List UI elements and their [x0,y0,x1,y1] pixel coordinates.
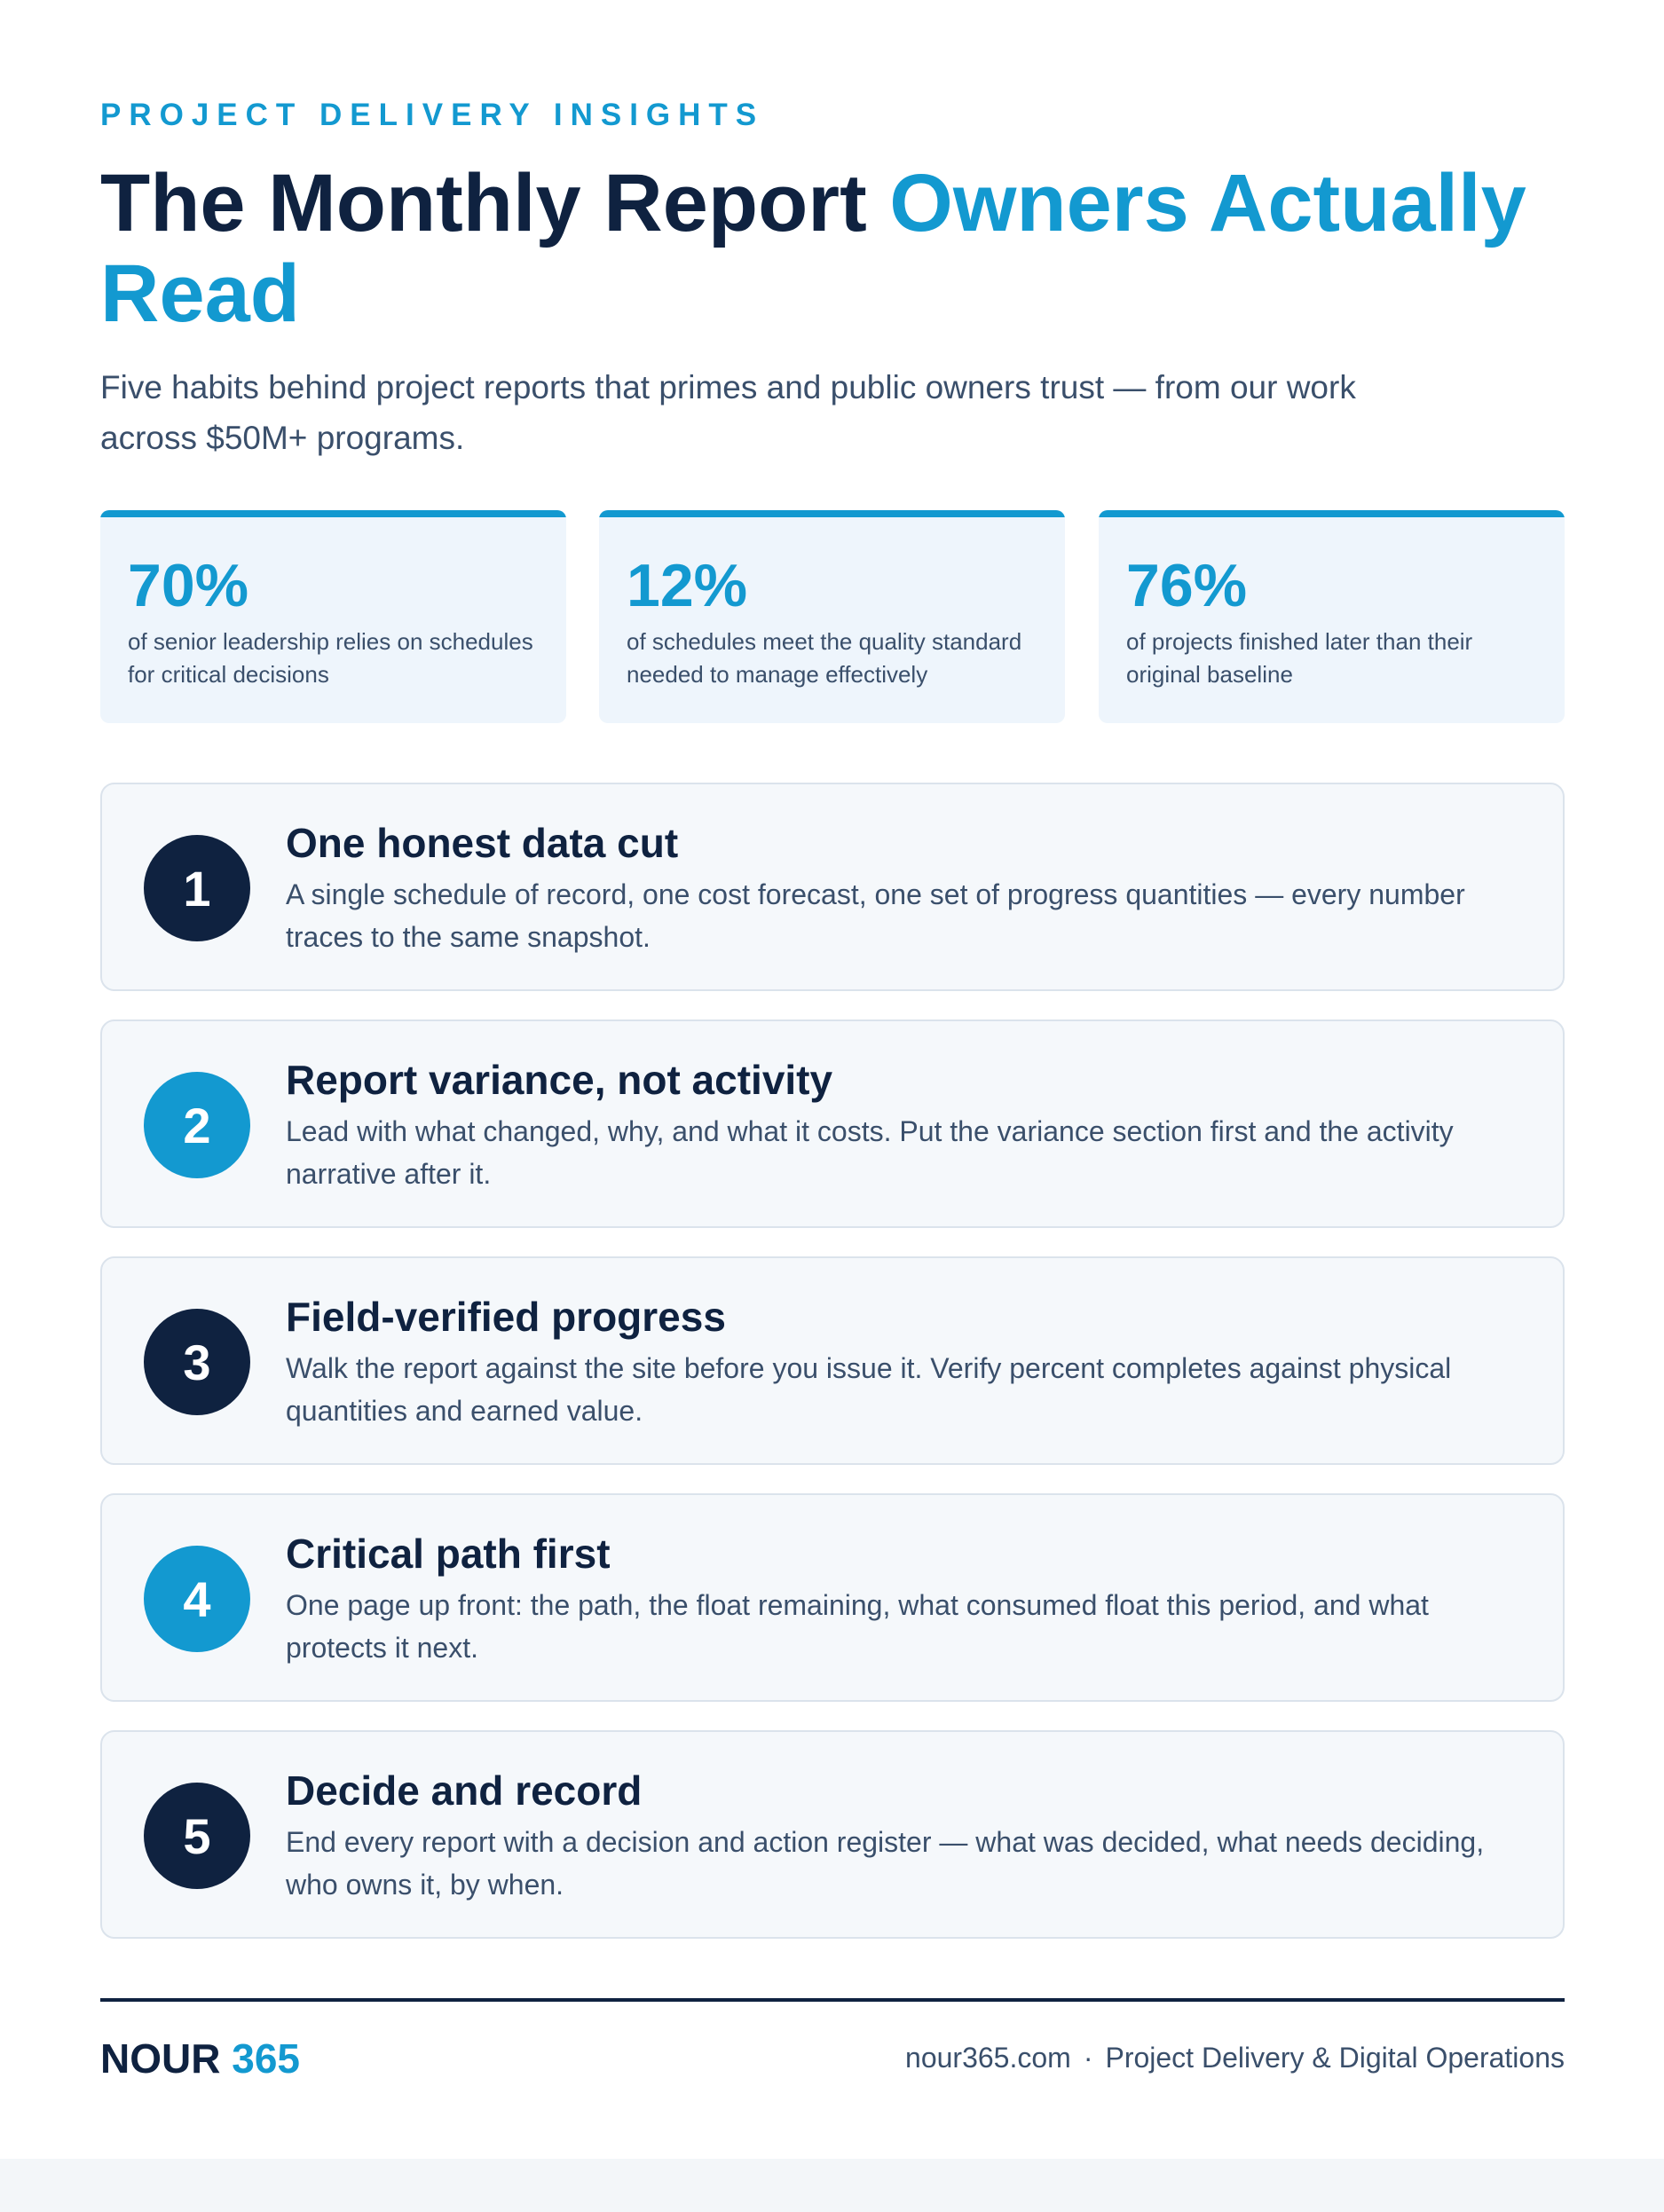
footer-divider [100,1998,1565,2002]
stat-description: of projects finished later than their or… [1126,628,1473,688]
stat-card-1: 70% of senior leadership relies on sched… [100,510,566,723]
habit-description: End every report with a decision and act… [286,1826,1485,1901]
habit-number-badge: 4 [144,1546,250,1652]
habit-number-badge: 1 [144,835,250,941]
stat-card-3: 76% of projects finished later than thei… [1099,510,1565,723]
stat-description: of senior leadership relies on schedules… [128,628,533,688]
title-main: The Monthly Report [100,158,867,248]
stat-value: 12% [627,552,748,619]
habit-description: Lead with what changed, why, and what it… [286,1115,1454,1190]
stat-description: of schedules meet the quality standard n… [627,628,1022,688]
habit-card-3: 3 Field-verified progress Walk the repor… [100,1256,1565,1465]
footer-separator: · [1083,2042,1093,2074]
habit-card-2: 2 Report variance, not activity Lead wit… [100,1019,1565,1228]
website-link[interactable]: nour365.com [905,2042,1071,2074]
habit-card-1: 1 One honest data cut A single schedule … [100,783,1565,991]
habit-description: Walk the report against the site before … [286,1352,1452,1427]
habit-number-badge: 2 [144,1072,250,1178]
habit-title: Decide and record [286,1767,643,1814]
brand-accent: 365 [232,2035,300,2082]
page-subtitle: Five habits behind project reports that … [100,369,1356,456]
footer-info: nour365.com · Project Delivery & Digital O… [905,2042,1565,2074]
habit-title: Critical path first [286,1531,611,1577]
habit-card-5: 5 Decide and record End every report wit… [100,1730,1565,1939]
habit-title: One honest data cut [286,820,679,866]
brand-name: NOUR [100,2035,221,2082]
page: PROJECT DELIVERY INSIGHTS The Monthly Re… [0,0,1664,2159]
habit-number-badge: 5 [144,1783,250,1889]
stat-value: 70% [128,552,249,619]
brand-logo: NOUR 365 [100,2035,300,2082]
stat-card-2: 12% of schedules meet the quality standa… [599,510,1065,723]
stat-value: 76% [1126,552,1248,619]
stats-row: 70% of senior leadership relies on sched… [100,510,1565,723]
habit-description: A single schedule of record, one cost fo… [286,878,1465,953]
habit-card-4: 4 Critical path first One page up front:… [100,1493,1565,1702]
page-title: The Monthly Report Owners Actually Read [100,158,1565,339]
title-accent: Owners Actually Read [100,158,1526,339]
habit-description: One page up front: the path, the float r… [286,1589,1429,1664]
eyebrow-label: PROJECT DELIVERY INSIGHTS [100,98,765,132]
habit-title: Field-verified progress [286,1294,726,1340]
habit-number-badge: 3 [144,1309,250,1415]
footer-tagline: Project Delivery & Digital Operations [1105,2042,1565,2074]
habit-title: Report variance, not activity [286,1057,833,1103]
